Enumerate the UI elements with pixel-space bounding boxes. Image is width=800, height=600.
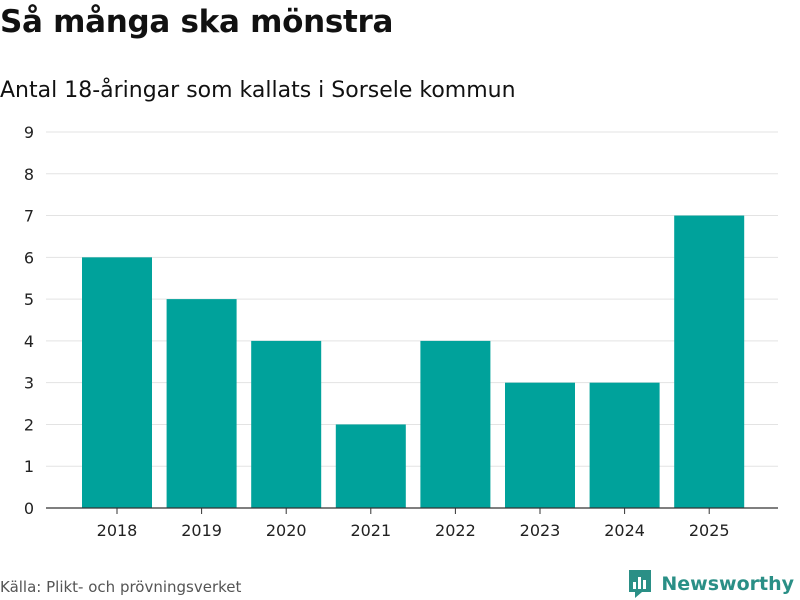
y-tick-label: 7: [24, 207, 34, 226]
bars: [82, 215, 745, 509]
newsworthy-logo-icon: [629, 570, 652, 598]
bar-2018[interactable]: [82, 257, 152, 508]
source-note: Källa: Plikt- och prövningsverket: [0, 578, 242, 596]
x-axis-ticks: 2018 2019 2020 2021 2022 2023 2024 2025: [97, 508, 730, 540]
gridlines: [46, 131, 778, 467]
bar-2021[interactable]: [335, 424, 406, 508]
y-tick-label: 8: [24, 165, 34, 184]
brand-name: Newsworthy: [661, 573, 794, 595]
y-tick-label: 6: [24, 248, 34, 267]
bar-2023[interactable]: [505, 382, 575, 508]
bar-2019[interactable]: [166, 299, 237, 508]
x-tick-label: 2023: [520, 521, 561, 540]
chart-title: Så många ska mönstra: [0, 4, 394, 40]
y-tick-label: 5: [24, 290, 34, 309]
y-tick-label: 4: [24, 332, 34, 351]
x-tick-label: 2024: [604, 521, 645, 540]
x-tick-label: 2021: [350, 521, 391, 540]
y-tick-label: 0: [24, 499, 34, 518]
x-tick-label: 2018: [97, 521, 138, 540]
y-axis-ticks: 0 1 2 3 4 5 6 7 8 9: [24, 123, 34, 518]
x-tick-label: 2025: [689, 521, 730, 540]
chart-subtitle: Antal 18-åringar som kallats i Sorsele k…: [0, 78, 516, 103]
x-tick-label: 2019: [181, 521, 222, 540]
y-tick-label: 3: [24, 374, 34, 393]
x-tick-label: 2020: [266, 521, 307, 540]
x-tick-label: 2022: [435, 521, 476, 540]
bar-2024[interactable]: [589, 382, 660, 508]
y-tick-label: 9: [24, 123, 34, 142]
brand-logo[interactable]: Newsworthy: [627, 568, 794, 600]
bar-2020[interactable]: [251, 340, 322, 508]
bar-2025[interactable]: [674, 215, 745, 509]
bar-2022[interactable]: [420, 340, 491, 508]
y-tick-label: 2: [24, 415, 34, 434]
y-tick-label: 1: [24, 457, 34, 476]
